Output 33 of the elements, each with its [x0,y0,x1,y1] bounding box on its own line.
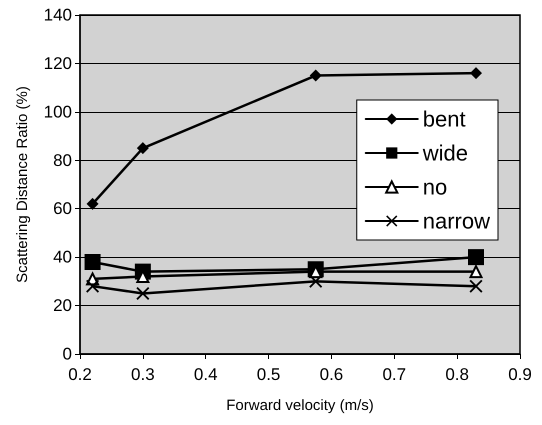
point [468,249,484,266]
x-tick-label: 0.3 [131,365,155,384]
legend-label: narrow [422,208,490,234]
x-tick-label: 0.7 [382,365,406,384]
point [470,265,482,278]
y-tick-label: 120 [44,54,72,73]
x-tick-label: 0.6 [320,365,344,384]
legend-label: bent [422,106,466,132]
point [470,67,482,80]
point [310,70,322,82]
legend-label: wide [422,140,468,166]
point [309,274,322,288]
legend-label: no [422,174,448,200]
point [86,280,100,293]
y-tick-label: 80 [53,150,72,170]
y-tick-label: 100 [44,102,72,122]
x-tick-label: 0.5 [256,365,280,384]
y-tick-label: 60 [53,199,72,218]
y-tick-label: 140 [44,6,72,24]
x-tick-label: 0.8 [445,365,469,384]
x-axis-title: Forward velocity (m/s) [226,397,374,414]
point [470,280,482,293]
y-tick-label: 20 [53,296,72,316]
point [86,198,99,210]
x-tick-label: 0.9 [508,365,532,384]
y-axis-title: Scattering Distance Ratio (%) [14,86,31,283]
point [136,286,150,300]
point [84,254,101,270]
point [136,142,149,154]
y-tick-label: 40 [53,248,72,267]
x-tick-label: 0.4 [194,365,218,384]
y-tick-label: 0 [62,344,72,364]
x-tick-label: 0.2 [68,365,92,384]
